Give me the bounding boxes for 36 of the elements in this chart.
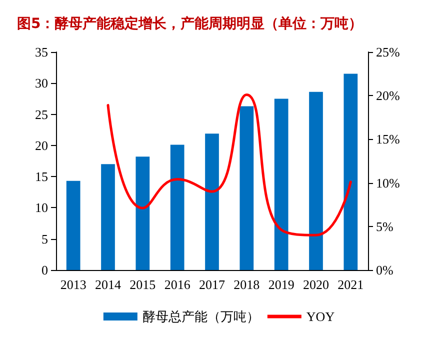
y-tick-label: 30 [35,76,48,91]
y-tick-label: 20 [35,138,48,153]
y2-tick-label: 10% [376,175,400,190]
bar [205,134,219,270]
legend-label: 酵母总产能（万吨） [142,309,260,324]
x-tick-label: 2019 [268,277,294,292]
x-tick-label: 2016 [164,277,191,292]
y-tick-label: 25 [35,106,48,122]
y2-tick-label: 20% [376,88,400,104]
y2-tick-label: 0% [376,262,394,278]
y2-tick-label: 15% [376,132,400,147]
x-tick-label: 2015 [130,277,156,292]
y2-tick-label: 25% [376,44,400,60]
bar [309,92,323,270]
chart-title: 图5：酵母产能稳定增长，产能周期明显（单位：万吨） [17,15,363,32]
x-tick-label: 2018 [234,277,260,292]
x-tick-label: 2021 [338,277,364,292]
bar [274,98,288,270]
bar [136,156,150,270]
bar [344,74,358,270]
bar [66,180,80,270]
y-tick-label: 15 [35,169,48,184]
y2-tick-label: 5% [376,218,394,234]
x-tick-label: 2013 [60,277,86,292]
y-tick-label: 0 [42,262,48,278]
y-tick-label: 5 [42,231,48,246]
x-tick-label: 2020 [303,277,329,292]
x-tick-label: 2017 [199,277,226,292]
line-series [106,93,352,236]
x-tick-label: 2014 [95,277,122,292]
bar [170,144,184,270]
y-tick-label: 10 [35,200,48,216]
legend-label: YOY [306,309,336,324]
y-tick-label: 35 [35,44,48,60]
bar [240,106,254,270]
bar [101,164,115,270]
